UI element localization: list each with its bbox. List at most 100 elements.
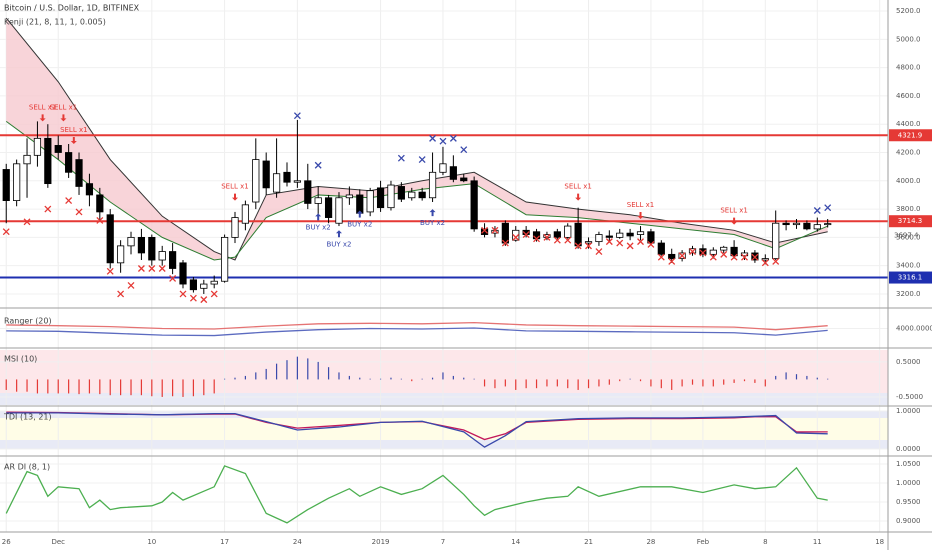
signal-cross [657, 253, 665, 261]
msi-oversold-zone [0, 393, 888, 405]
level-label-box [889, 215, 932, 228]
histogram-bar [629, 378, 631, 380]
candle-body [418, 191, 426, 199]
signal-cross [314, 161, 322, 169]
cloud-fill [6, 18, 828, 261]
histogram-bar [754, 379, 756, 383]
histogram-bar [650, 379, 652, 387]
signal-arrow [60, 114, 67, 122]
candle-body [699, 248, 707, 255]
histogram-bar [379, 378, 382, 380]
candle-body [324, 197, 333, 218]
level-label: 3714.3 [898, 217, 923, 225]
y-tick-label: 4000.0 [896, 177, 921, 185]
candle-body [512, 229, 520, 241]
signal-arrow [575, 193, 582, 201]
histogram-bar [120, 379, 122, 396]
signal-cross [148, 265, 156, 272]
histogram-bar [78, 379, 80, 395]
x-tick-label: Dec [51, 538, 65, 546]
candle-body [803, 222, 811, 230]
candle-body [626, 232, 634, 237]
candle-body [189, 279, 198, 291]
signal-cross [813, 207, 821, 214]
indicator-line [5, 465, 828, 524]
signal-arrow [429, 209, 436, 217]
histogram-bar [286, 360, 288, 380]
histogram-bar [36, 379, 39, 394]
candle-body [439, 163, 447, 173]
candle-body [44, 137, 52, 185]
histogram-bar [598, 379, 600, 387]
x-tick-label: 24 [293, 538, 302, 546]
y-tick-label: 1.0000 [896, 407, 921, 415]
candle-body [647, 231, 655, 244]
candle-body [210, 280, 218, 285]
y-tick-label: 4400.0 [896, 120, 921, 128]
histogram-bar [68, 379, 70, 394]
signal-label: BUY x2 [306, 223, 331, 231]
signal-cross [626, 242, 634, 250]
histogram-bar [400, 378, 402, 380]
histogram-bar [691, 379, 694, 385]
signal-cross [585, 242, 592, 250]
labels: 26 Dec 10 17 24 2019 7 14 21 28 Feb 8 11 18 3200.0 3400… [2, 7, 932, 546]
y-tick-label: 3600.0 [896, 233, 921, 241]
histogram-bar [556, 379, 558, 387]
candle-body [605, 235, 613, 238]
candle-body [366, 190, 374, 213]
histogram-bar [494, 379, 496, 389]
histogram-bar [244, 375, 246, 380]
histogram-bar [421, 378, 423, 380]
x-tick-label: 14 [511, 538, 520, 546]
histogram-bar [712, 379, 714, 387]
candle-body [824, 223, 832, 226]
signal-cross [106, 267, 114, 275]
histogram-bar [5, 379, 7, 390]
histogram-bar [504, 379, 506, 387]
signal-arrow [39, 114, 46, 122]
candle-body [720, 246, 728, 251]
candle-body [293, 180, 301, 183]
signal-cross [449, 134, 457, 142]
histogram-bar [442, 372, 444, 380]
signal-cross [429, 134, 437, 142]
histogram-bar [806, 375, 808, 380]
tdi-middle-zone [0, 418, 888, 440]
histogram-bar [161, 379, 163, 397]
candle-body [616, 232, 624, 238]
signal-cross [137, 265, 145, 272]
signal-label: SELL x1 [60, 126, 88, 134]
candle-body [668, 253, 676, 259]
signal-cross [439, 137, 447, 145]
y-tick-label: 4000.0000 [896, 325, 932, 333]
y-tick-label: -0.5000 [896, 393, 923, 401]
histogram-bar [671, 379, 673, 390]
signal-cross [772, 257, 780, 265]
y-tick-label: 1.0500 [896, 460, 921, 468]
histogram-bar [785, 372, 787, 380]
histogram-bar [255, 372, 257, 380]
signal-cross [709, 253, 717, 261]
signal-cross [293, 112, 301, 120]
histogram-bar [338, 372, 340, 380]
histogram-bar [816, 377, 818, 380]
candle-body [304, 180, 312, 204]
y-tick-label: 4200.0 [896, 149, 921, 157]
histogram-bar [151, 379, 153, 397]
histogram-bar [764, 379, 766, 387]
panel-title: AR DI (8, 1) [4, 463, 50, 472]
histogram-bar [515, 379, 517, 390]
histogram-bar [213, 379, 215, 394]
signal-label: BUY x2 [420, 219, 445, 227]
histogram-bar [182, 379, 184, 397]
candle-body [2, 169, 10, 201]
histogram-bar [483, 379, 486, 387]
candle-body [169, 251, 177, 269]
histogram-bar [317, 361, 319, 380]
histogram-bar [275, 363, 278, 380]
signal-cross [543, 233, 551, 241]
level-label-box [889, 129, 932, 142]
signal-arrow [356, 210, 363, 218]
